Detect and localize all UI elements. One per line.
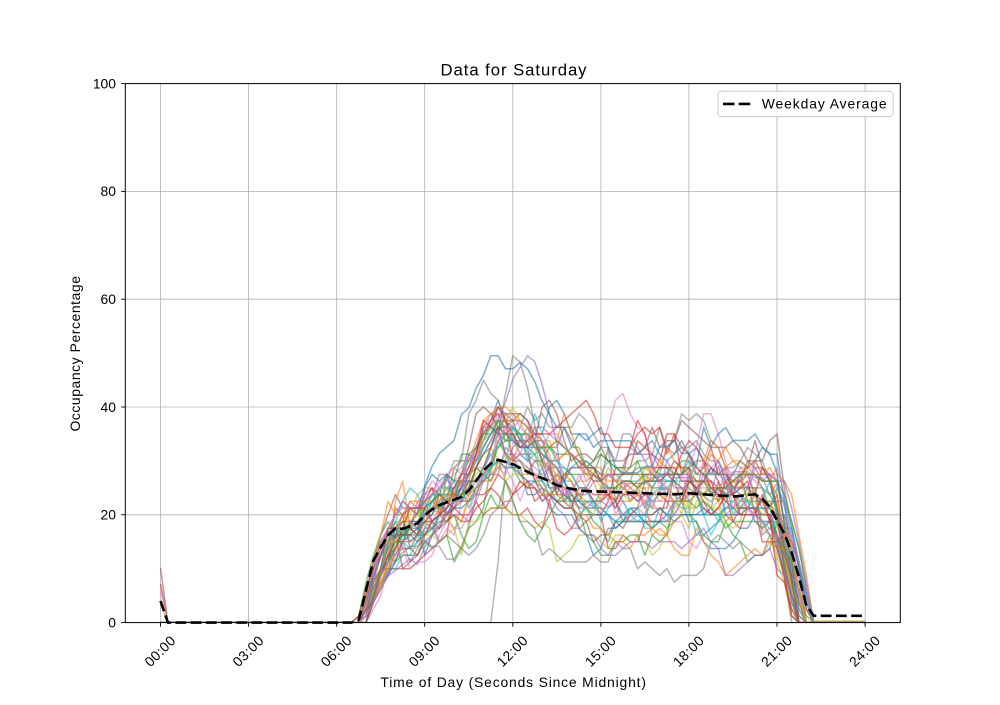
svg-text:80: 80	[101, 183, 117, 199]
svg-text:Time of Day (Seconds Since Mid: Time of Day (Seconds Since Midnight)	[380, 674, 646, 690]
svg-text:Data for Saturday: Data for Saturday	[441, 61, 588, 80]
svg-text:20: 20	[101, 507, 117, 523]
svg-text:100: 100	[93, 75, 116, 91]
svg-text:40: 40	[101, 399, 117, 415]
svg-text:0: 0	[108, 614, 116, 630]
svg-text:Weekday Average: Weekday Average	[762, 95, 888, 111]
svg-text:60: 60	[101, 291, 117, 307]
svg-text:Occupancy Percentage: Occupancy Percentage	[67, 276, 83, 432]
